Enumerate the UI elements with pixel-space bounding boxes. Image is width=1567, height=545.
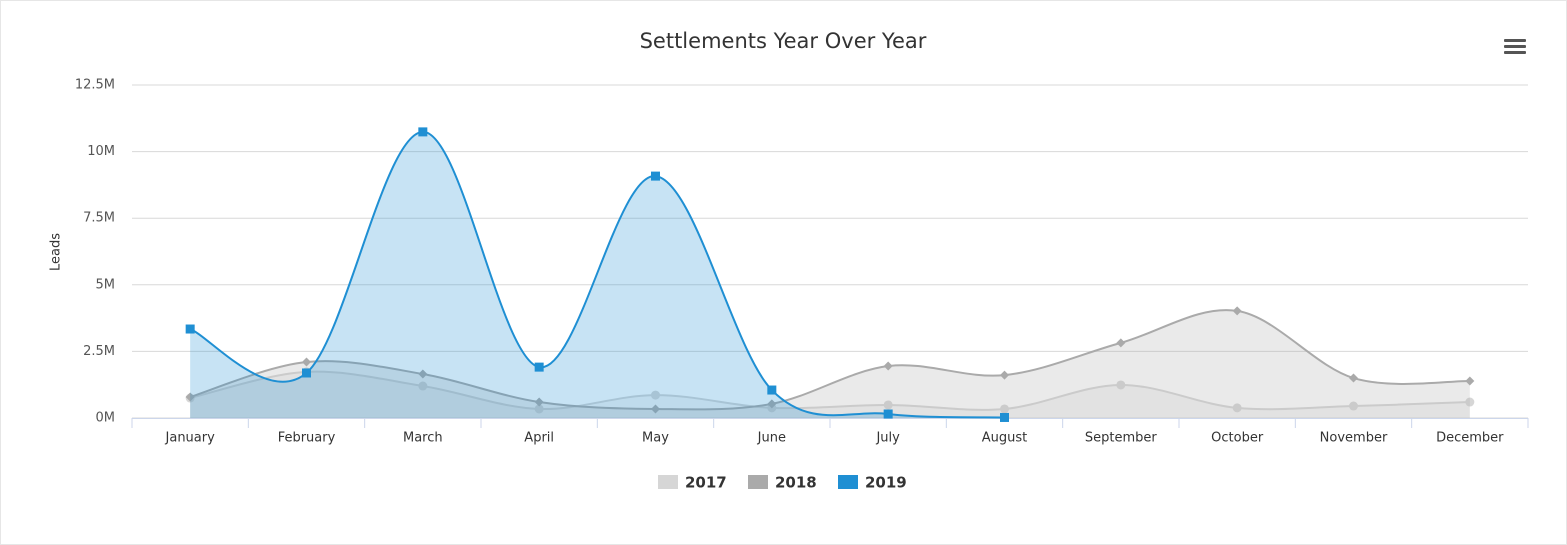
series-line [189,309,1470,411]
legend-item[interactable]: 2019 [838,474,907,492]
marker [1232,403,1242,413]
series [185,127,1009,422]
marker [767,399,777,409]
series [185,306,1475,418]
menu-line [1504,51,1526,54]
marker [883,400,893,410]
area-fill [190,310,1470,418]
marker [1000,404,1009,414]
x-tick-label: September [1085,431,1158,446]
marker [1000,412,1009,422]
marker [767,385,777,395]
chart-title: Settlements Year Over Year [640,29,927,53]
marker [1000,370,1009,380]
marker [1232,306,1242,316]
marker [651,404,660,414]
menu-line [1504,39,1526,42]
legend-label: 2019 [865,474,907,492]
y-axis-title: Leads [49,233,64,271]
marker [418,381,428,391]
marker [1116,380,1126,390]
legend-item[interactable]: 2018 [748,474,817,492]
marker [185,392,195,402]
x-tick-label: July [875,431,900,446]
y-tick-label: 12.5M [75,78,115,93]
y-tick-label: 0M [96,411,116,426]
menu-line [1504,45,1526,48]
y-tick-label: 2.5M [83,344,115,359]
x-tick-label: December [1436,431,1504,446]
x-tick-label: November [1320,431,1388,446]
series-line [189,370,1470,411]
marker [1116,338,1126,348]
marker [1465,376,1475,386]
legend-item[interactable]: 2017 [658,474,727,492]
legend: 2017 2018 2019 [658,474,907,492]
legend-label: 2017 [685,474,727,492]
y-tick-label: 7.5M [83,211,115,226]
x-tick-label: January [165,431,216,446]
marker [883,409,893,419]
marker [302,368,311,378]
x-tick-label: May [642,431,669,446]
menu-button[interactable] [1504,39,1526,54]
marker [883,361,893,371]
marker [302,357,311,367]
x-tick-label: March [403,431,443,446]
marker [651,171,660,181]
legend-swatch [748,475,768,489]
x-tick-label: February [278,431,336,446]
x-tick-label: June [757,431,786,446]
marker [534,404,544,414]
legend-swatch [838,475,858,489]
legend-swatch [658,475,678,489]
marker [534,397,544,407]
marker [418,127,428,137]
marker [1349,401,1358,411]
marker [185,324,195,334]
x-tick-label: April [524,431,554,446]
legend-label: 2018 [775,474,817,492]
x-tick-label: October [1211,431,1264,446]
marker [1465,397,1475,407]
y-tick-label: 10M [87,144,115,159]
x-tick-label: August [982,431,1028,446]
marker [534,362,544,372]
marker [418,369,428,379]
marker [1349,373,1358,383]
series-line [189,130,1005,419]
marker [651,390,660,400]
y-tick-label: 5M [96,277,116,292]
